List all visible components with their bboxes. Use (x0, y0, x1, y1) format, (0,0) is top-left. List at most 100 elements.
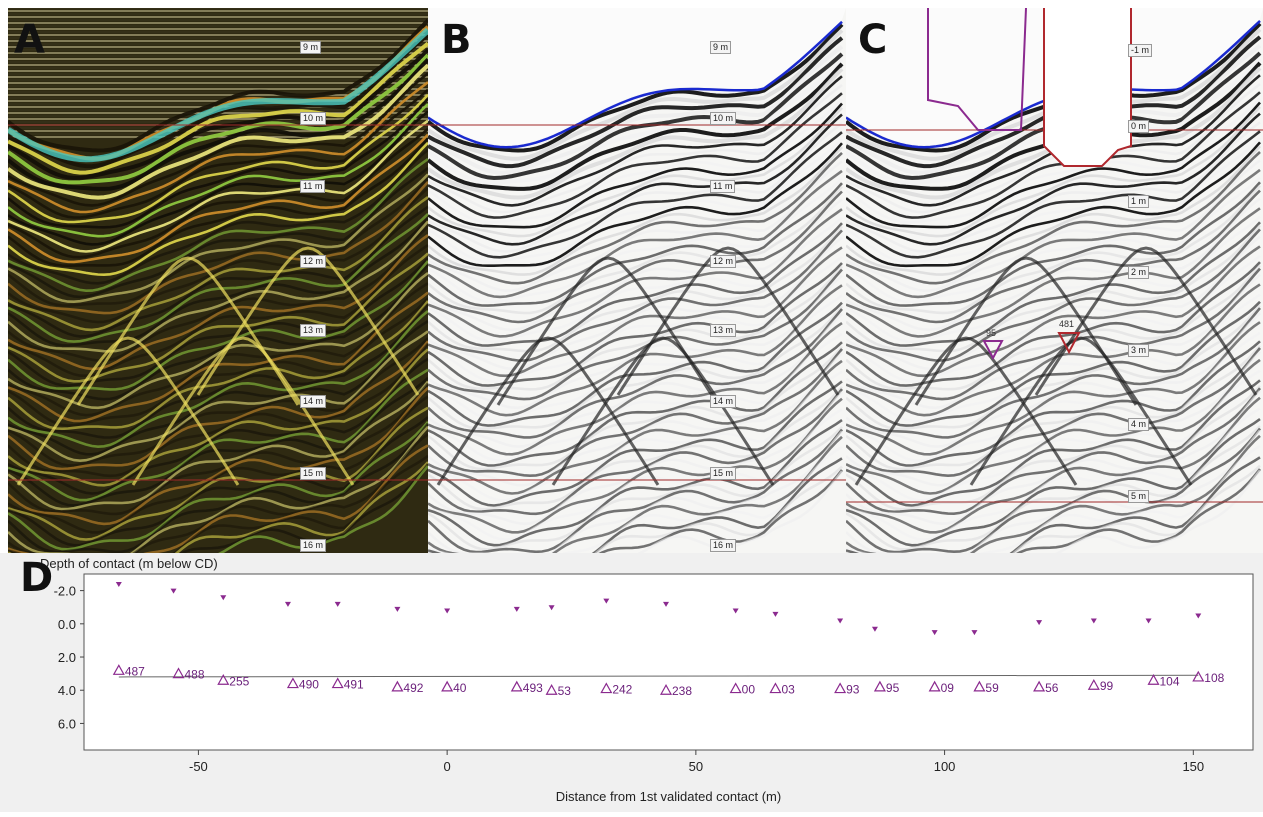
depth-tag-a: 10 m (300, 112, 327, 125)
contact-id-label: 59 (985, 681, 999, 695)
lower-contact-point (1147, 674, 1160, 685)
contact-id-label: 493 (523, 681, 543, 695)
contact-id-label: 242 (612, 683, 632, 697)
contact-marker-95 (982, 340, 1004, 361)
radargram-a-image (8, 8, 428, 553)
upper-contact-point (115, 581, 122, 587)
lower-contact-point (973, 680, 986, 692)
upper-contact-point (837, 618, 844, 624)
panel-d-label: D (20, 555, 54, 601)
lower-contact-point (659, 683, 673, 695)
depth-tag-a: 13 m (300, 324, 327, 337)
lower-contact-point (286, 677, 299, 689)
radargram-panel-a (8, 8, 428, 553)
contact-id-label: 104 (1160, 674, 1180, 688)
contact-id-label: 95 (886, 681, 900, 695)
panel-c-label: C (858, 17, 888, 63)
upper-contact-point (732, 608, 739, 614)
contact-id-label: 491 (344, 678, 364, 692)
upper-contact-point (663, 601, 670, 607)
lower-contact-point (1033, 680, 1046, 692)
contact-id-label: 255 (229, 674, 249, 688)
lower-contact-point (391, 680, 404, 692)
upper-contact-point (284, 601, 291, 607)
y-tick-label: 6.0 (58, 716, 76, 731)
depth-tag-b: 9 m (710, 41, 732, 54)
depth-tag-b: 15 m (710, 467, 737, 480)
lower-contact-point (331, 677, 344, 689)
depth-scatter-chart: Depth of contact (m below CD) -2.0 0.0 2.0 4… (40, 556, 1254, 804)
y-tick-label: 0.0 (58, 617, 76, 632)
radargram-c-image: 95 481 (846, 8, 1263, 553)
panel-b-label: B (441, 17, 472, 63)
annotation-481: 481 (1059, 319, 1074, 329)
radargram-b-image (428, 8, 846, 553)
upper-contact-point (931, 630, 938, 636)
lower-contact-point (769, 682, 782, 694)
depth-tag-c: -1 m (1128, 44, 1152, 57)
x-tick-label: 0 (444, 759, 451, 774)
contact-id-label: 488 (185, 668, 205, 682)
upper-contact-point (394, 606, 401, 612)
lower-contact-point (873, 680, 886, 692)
y-tick-label: 4.0 (58, 683, 76, 698)
chart-title: Depth of contact (m below CD) (40, 556, 218, 571)
upper-contact-point (871, 626, 878, 632)
upper-contact-point (772, 611, 779, 617)
depth-tag-c: 2 m (1128, 266, 1150, 279)
depth-tag-a: 16 m (300, 539, 327, 552)
depth-tag-a: 12 m (300, 255, 327, 268)
contact-id-label: 492 (403, 681, 423, 695)
y-tick-label: -2.0 (54, 584, 76, 599)
upper-contact-point (548, 605, 555, 611)
depth-tag-a: 9 m (300, 41, 322, 54)
x-tick-label: 150 (1182, 759, 1204, 774)
lower-contact-point (441, 680, 454, 692)
upper-contact-point (1090, 618, 1097, 624)
contact-id-label: 487 (125, 664, 145, 678)
lower-contact-point (928, 680, 941, 692)
contact-id-label: 00 (742, 683, 756, 697)
upper-contact-point (220, 595, 227, 601)
contact-id-label: 09 (941, 681, 955, 695)
radargram-panel-b (428, 8, 846, 553)
radargram-panel-c: 95 481 (846, 8, 1263, 553)
lower-contact-point (1192, 670, 1205, 682)
lower-contact-point (545, 683, 558, 695)
depth-tag-b: 14 m (710, 395, 737, 408)
depth-chart-panel: Depth of contact (m below CD) -2.0 0.0 2.0 4… (0, 553, 1263, 812)
panel-a-label: A (14, 17, 45, 63)
upper-contact-point (170, 588, 177, 594)
contact-marker-481 (1057, 332, 1081, 355)
depth-tag-b: 11 m (710, 180, 736, 193)
seabed-horizon-line (428, 20, 843, 149)
upper-contact-point (603, 598, 610, 604)
lower-contact-point (729, 682, 742, 694)
lower-contact-point (834, 682, 847, 694)
upper-contact-point (1195, 613, 1202, 619)
lower-contact-point (1087, 679, 1100, 690)
lower-contact-point (600, 682, 613, 694)
upper-contact-point (1145, 618, 1152, 624)
contact-id-label: 108 (1204, 671, 1224, 685)
contact-id-label: 238 (672, 684, 692, 698)
depth-tag-b: 10 m (710, 112, 737, 125)
depth-tag-b: 13 m (710, 324, 737, 337)
depth-tag-c: 1 m (1128, 195, 1150, 208)
y-tick-label: 2.0 (58, 650, 76, 665)
depth-tag-a: 15 m (300, 467, 327, 480)
contact-id-label: 03 (781, 683, 795, 697)
depth-tag-c: 3 m (1128, 344, 1150, 357)
lower-contact-point (217, 674, 230, 685)
contact-id-label: 490 (299, 678, 319, 692)
x-axis-label: Distance from 1st validated contact (m) (556, 789, 781, 804)
upper-contact-point (1036, 620, 1043, 626)
depth-tag-a: 11 m (300, 180, 326, 193)
depth-tag-c: 4 m (1128, 418, 1150, 431)
contact-id-label: 93 (846, 683, 860, 697)
contact-id-label: 56 (1045, 681, 1059, 695)
red-outline (1043, 8, 1132, 167)
upper-contact-point (444, 608, 451, 614)
trend-line (118, 674, 1199, 678)
annotation-95: 95 (986, 328, 996, 338)
